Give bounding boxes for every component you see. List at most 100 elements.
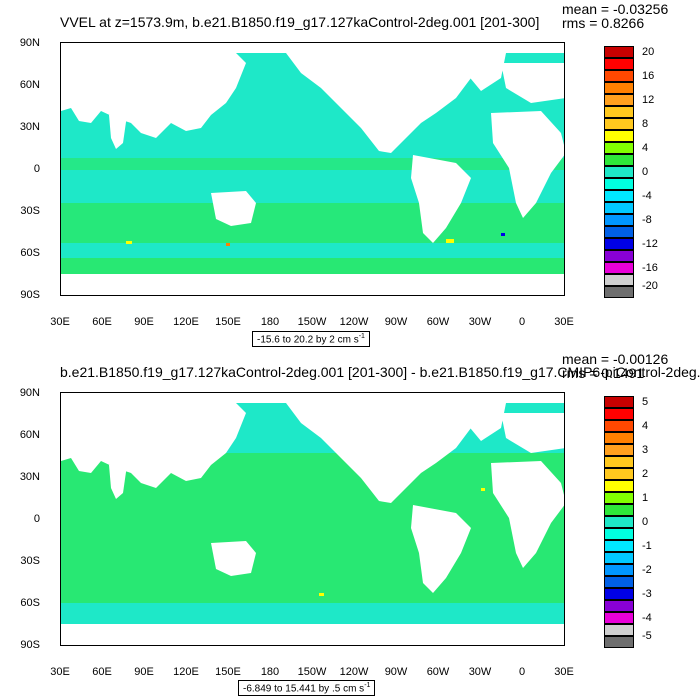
- lon-label: 90E: [134, 666, 154, 678]
- arctic-land: [61, 43, 564, 53]
- lat-label: 30S: [20, 205, 40, 217]
- lat-label: 30S: [20, 555, 40, 567]
- colorbar-label: -1: [642, 540, 652, 552]
- lon-label: 0: [518, 316, 526, 328]
- map-title: b.e21.B1850.f19_g17.127kaControl-2deg.00…: [60, 364, 700, 380]
- top-map-panel: VVEL at z=1573.9m, b.e21.B1850.f19_g17.1…: [19, 1, 669, 348]
- lon-label: 180: [260, 316, 280, 328]
- lat-label: 60N: [19, 429, 40, 441]
- map-plot-area: [60, 392, 565, 646]
- colorbar-label: -5: [642, 630, 652, 642]
- lat-label: 0: [33, 163, 40, 175]
- colorbar-label: 16: [642, 70, 655, 82]
- land-masses: [61, 393, 564, 645]
- lon-label: 0: [518, 666, 526, 678]
- lon-label: 30E: [50, 666, 70, 678]
- colorbar-label: 12: [642, 94, 655, 106]
- lat-label: 90N: [19, 37, 40, 49]
- lat-label: 0: [33, 513, 40, 525]
- colorbar-label: 4: [642, 420, 649, 432]
- lon-label: 90W: [384, 666, 408, 678]
- colorbar-label: 1: [642, 492, 649, 504]
- lon-label: 60W: [426, 666, 450, 678]
- southern-band: [61, 203, 564, 243]
- equatorial-band: [61, 158, 564, 170]
- lat-label: 90N: [19, 387, 40, 399]
- colorbar-label: -2: [642, 564, 652, 576]
- contour-range-box: -15.6 to 20.2 by 2 cm s-1: [252, 331, 370, 348]
- colorbar-label: -16: [642, 262, 658, 274]
- lon-label: 30W: [468, 666, 492, 678]
- mean-value: mean = -0.03256: [562, 1, 669, 17]
- lon-label: 120E: [173, 316, 199, 328]
- lat-label: 90S: [20, 289, 40, 301]
- lat-label: 30N: [19, 471, 40, 483]
- lon-label: 30E: [554, 316, 574, 328]
- colorbar-label: 0: [642, 166, 649, 178]
- lat-label: 30N: [19, 121, 40, 133]
- africa-land: [491, 111, 564, 218]
- lon-label: 60E: [92, 666, 112, 678]
- lon-label: 120E: [173, 666, 199, 678]
- colorbar-label: 8: [642, 118, 649, 130]
- colorbar-label: 3: [642, 444, 649, 456]
- map-title: VVEL at z=1573.9m, b.e21.B1850.f19_g17.1…: [60, 14, 540, 30]
- colorbar-label: -8: [642, 214, 652, 226]
- colorbar-label: 20: [642, 46, 655, 58]
- australia-land: [211, 191, 256, 226]
- anomaly-features: [319, 488, 485, 596]
- colorbar-label: -4: [642, 190, 652, 202]
- lon-label: 150W: [297, 316, 327, 328]
- lon-label: 120W: [339, 316, 369, 328]
- lat-label: 60S: [20, 597, 40, 609]
- colorbar-label: 0: [642, 516, 649, 528]
- lon-label: 180: [260, 666, 280, 678]
- contour-range-text: -15.6 to 20.2 by 2 cm s: [257, 334, 359, 346]
- lon-label: 30E: [554, 666, 574, 678]
- south-america-land: [411, 505, 471, 593]
- lon-label: 150W: [297, 666, 327, 678]
- unit-exponent: -1: [364, 682, 371, 689]
- antarctica-land: [61, 274, 564, 295]
- colorbar-label: 2: [642, 468, 649, 480]
- lat-label: 90S: [20, 639, 40, 651]
- lon-label: 30E: [50, 316, 70, 328]
- contour-range-box: -6.849 to 15.441 by .5 cm s-1: [238, 680, 376, 697]
- mean-value: mean = -0.00126: [562, 351, 669, 367]
- colorbar-label: 5: [642, 396, 649, 408]
- map-plot-area: [60, 42, 565, 296]
- bottom-map-panel: b.e21.B1850.f19_g17.127kaControl-2deg.00…: [0, 350, 700, 700]
- antarctica-land: [61, 624, 564, 645]
- contour-range-text: -6.849 to 15.441 by .5 cm s: [243, 683, 365, 695]
- rms-value: rms = 0.8266: [562, 15, 645, 31]
- lon-label: 150E: [215, 316, 241, 328]
- rms-value: rms = 0.1491: [562, 365, 645, 381]
- africa-land: [491, 461, 564, 568]
- eurasia-land: [61, 403, 246, 488]
- lon-label: 90E: [134, 316, 154, 328]
- colorbar: [604, 396, 634, 648]
- colorbar-label: -20: [642, 280, 658, 292]
- lon-label: 60E: [92, 316, 112, 328]
- difference-field-map: [61, 393, 564, 645]
- lon-label: 30W: [468, 316, 492, 328]
- colorbar: [604, 46, 634, 298]
- colorbar-label: -12: [642, 238, 658, 250]
- land-masses: [61, 43, 564, 295]
- lon-label: 90W: [384, 316, 408, 328]
- lon-label: 150E: [215, 666, 241, 678]
- colorbar-label: -4: [642, 612, 652, 624]
- unit-exponent: -1: [358, 333, 365, 340]
- north-america-land: [286, 53, 471, 153]
- anomaly-features: [126, 233, 505, 246]
- ocean-field-map: [61, 43, 564, 295]
- lat-label: 60S: [20, 247, 40, 259]
- lat-label: 60N: [19, 79, 40, 91]
- antarctic-band: [61, 258, 564, 274]
- lon-label: 120W: [339, 666, 369, 678]
- eurasia-land: [61, 53, 246, 138]
- south-america-land: [411, 155, 471, 243]
- australia-land: [211, 541, 256, 576]
- arctic-land: [61, 393, 564, 403]
- lon-label: 60W: [426, 316, 450, 328]
